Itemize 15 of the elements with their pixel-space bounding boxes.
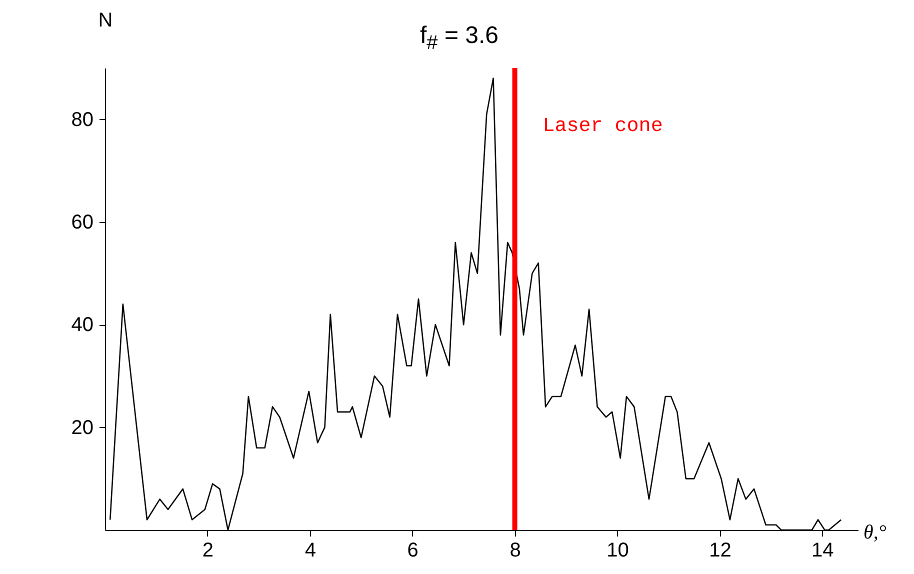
x-tick-label: 6: [407, 540, 418, 562]
ref-line-label: Laser cone: [542, 115, 663, 138]
y-tick-label: 60: [71, 212, 94, 234]
y-axis-title: N: [98, 10, 113, 32]
x-tick-label: 4: [304, 540, 316, 562]
x-axis-title: θ,°: [864, 522, 886, 544]
x-tick-label: 10: [606, 540, 629, 562]
x-tick-label: 2: [202, 540, 214, 562]
y-tick-label: 40: [71, 314, 94, 336]
x-tick-label: 12: [709, 540, 732, 562]
x-tick-label: 14: [812, 540, 834, 562]
chart-title: f$_{#}$ = 3.6: [420, 22, 499, 55]
x-tick-label: 8: [510, 540, 521, 562]
y-tick-label: 20: [71, 416, 94, 439]
y-tick-label: 80: [71, 108, 94, 131]
